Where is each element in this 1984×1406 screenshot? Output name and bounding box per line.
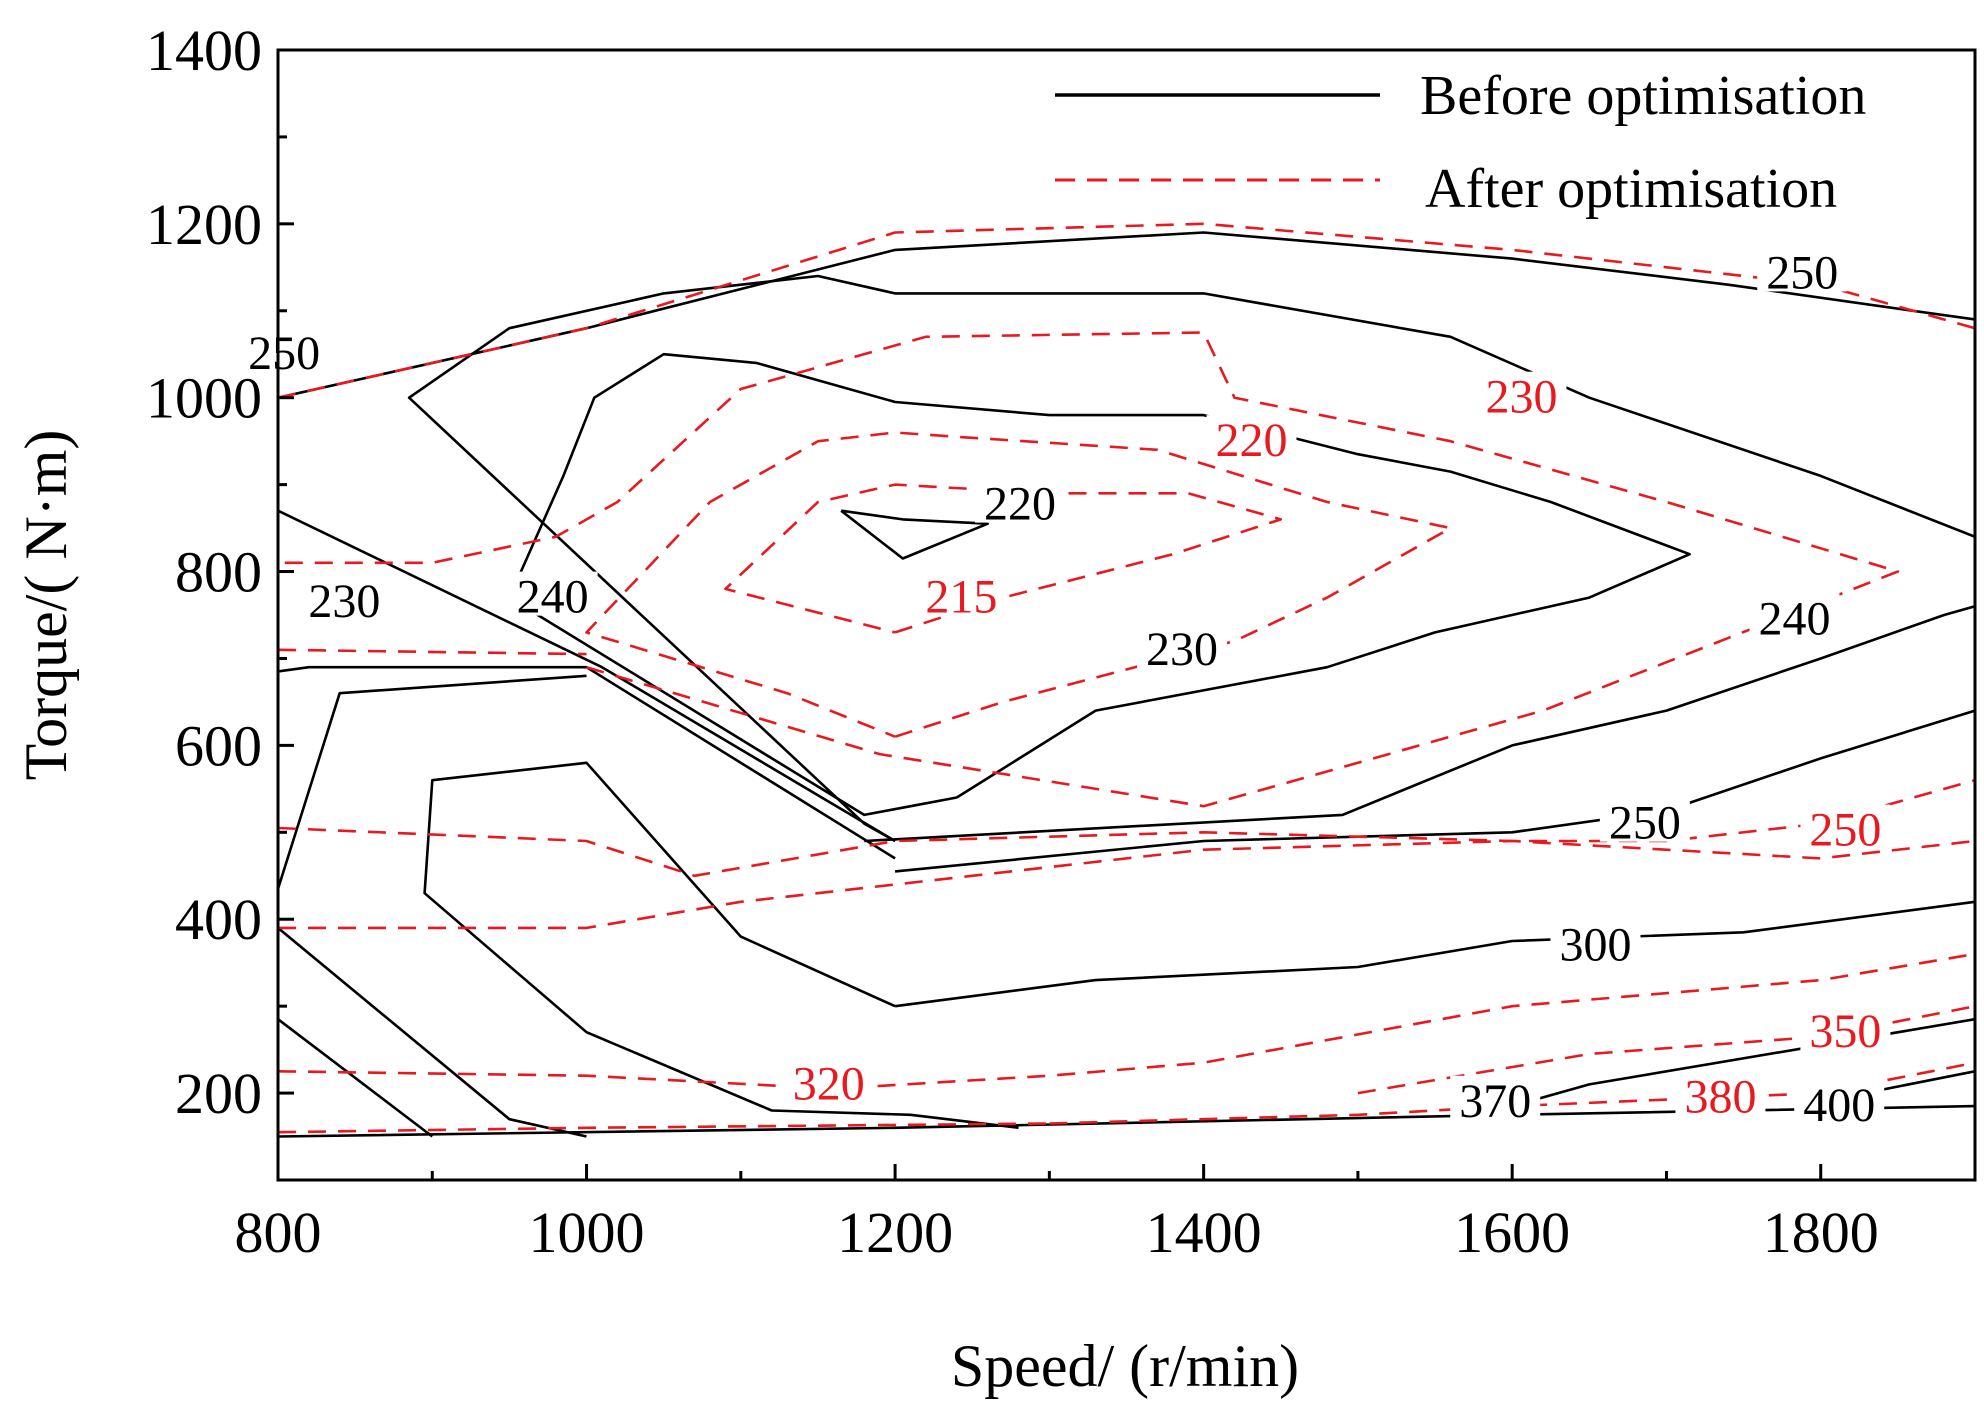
contour-label-bg-14 [1800, 804, 1891, 849]
contour-label-bg-11 [1476, 371, 1567, 416]
before-contour-line-0 [840, 509, 989, 560]
contour-label-bg-9 [1450, 1075, 1541, 1120]
after-contour-line-7 [278, 952, 1975, 1090]
x-tick-label-1000: 1000 [529, 1200, 645, 1265]
contour-label-bg-7 [1599, 797, 1690, 842]
before-contour-line-10 [423, 761, 1019, 1130]
contour-lines [278, 222, 1975, 1138]
x-tick-label-1600: 1600 [1454, 1200, 1570, 1265]
before-contour-line-9 [894, 900, 1975, 1008]
axes: 800 1000 1200 1400 1600 1800 200 400 600 800 1000 1… [146, 18, 1977, 1265]
before-contour-line-2 [864, 605, 1975, 843]
contour-label-bg-16 [1800, 1006, 1891, 1051]
after-contour-label-250: 250 [1809, 804, 1881, 857]
after-contour-line-0 [724, 483, 1283, 634]
x-tick-label-1400: 1400 [1146, 1200, 1262, 1265]
after-contour-line-10 [278, 1122, 1050, 1134]
before-contour-line-3 [407, 274, 1975, 843]
after-contour-line-6 [278, 839, 1975, 930]
contour-label-bg-17 [1675, 1071, 1766, 1116]
before-contour-label-400: 400 [1803, 1079, 1875, 1132]
contour-label-bg-10 [1794, 1080, 1885, 1125]
legend: Before optimisation After optimisation [1055, 65, 1866, 220]
before-contour-label-230: 230 [308, 575, 380, 628]
after-contour-label-380: 380 [1684, 1070, 1756, 1123]
x-tick-label-1800: 1800 [1763, 1200, 1879, 1265]
before-contour-label-240: 240 [1759, 592, 1831, 645]
before-contour-line-7 [894, 709, 1975, 873]
after-contour-label-220: 220 [1215, 414, 1287, 467]
y-tick-label-400: 400 [175, 887, 262, 952]
before-contour-label-240: 240 [517, 571, 589, 624]
contour-label-bg-8 [1550, 919, 1641, 964]
before-contour-line-11 [278, 926, 587, 1138]
before-contour-line-6 [278, 231, 1975, 399]
contour-label-bg-5 [1757, 247, 1848, 292]
contour-label-bg-15 [783, 1058, 874, 1103]
after-contour-line-3 [278, 222, 1975, 399]
y-tick-label-200: 200 [175, 1061, 262, 1126]
before-contour-label-230: 230 [1146, 623, 1218, 676]
after-contour-label-215: 215 [925, 571, 997, 624]
before-contour-label-370: 370 [1459, 1075, 1531, 1128]
after-contour-line-8 [1357, 1004, 1975, 1095]
x-tick-label-800: 800 [235, 1200, 322, 1265]
contour-label-bg-0 [239, 328, 330, 373]
contour-label-bg-1 [299, 575, 390, 620]
y-tick-label-600: 600 [175, 713, 262, 778]
legend-after-label: After optimisation [1425, 158, 1837, 220]
y-axis-title: Torque/( N·m) [13, 430, 79, 781]
contour-label-bg-3 [975, 478, 1066, 523]
before-contour-line-1 [508, 352, 1691, 817]
y-tick-label-1200: 1200 [146, 192, 262, 257]
before-contour-label-250: 250 [248, 327, 320, 380]
contour-labels: 250 230 240 220 230 250 240 250 300 370 400 230 220 2… [239, 246, 1891, 1132]
x-axis-title: Speed/ (r/min) [951, 1333, 1299, 1399]
y-tick-label-800: 800 [175, 540, 262, 605]
contour-label-bg-6 [1749, 593, 1840, 638]
legend-before-label: Before optimisation [1420, 65, 1866, 127]
before-contour-label-250: 250 [1766, 246, 1838, 299]
x-tick-label-1200: 1200 [837, 1200, 953, 1265]
after-contour-line-4 [278, 648, 587, 656]
before-contour-line-4 [278, 509, 896, 843]
after-contour-label-230: 230 [1485, 371, 1557, 424]
contour-label-bg-2 [507, 571, 598, 616]
after-contour-line-5 [278, 778, 1975, 878]
plot-frame [276, 48, 1977, 1182]
before-contour-label-300: 300 [1559, 918, 1631, 971]
contour-label-bg-4 [1137, 623, 1228, 668]
before-contour-line-8 [278, 674, 587, 890]
before-contour-line-13 [278, 1018, 434, 1138]
after-contour-line-1 [585, 431, 1452, 738]
after-contour-line-2 [278, 331, 1900, 808]
y-tick-label-1000: 1000 [146, 366, 262, 431]
before-contour-label-250: 250 [1609, 797, 1681, 850]
before-contour-line-5 [278, 665, 896, 860]
contour-label-bg-13 [916, 571, 1007, 616]
after-contour-label-350: 350 [1809, 1005, 1881, 1058]
contour-label-bg-12 [1206, 415, 1297, 460]
after-contour-label-320: 320 [793, 1057, 865, 1110]
before-contour-label-220: 220 [984, 478, 1056, 531]
y-tick-label-1400: 1400 [146, 18, 262, 83]
